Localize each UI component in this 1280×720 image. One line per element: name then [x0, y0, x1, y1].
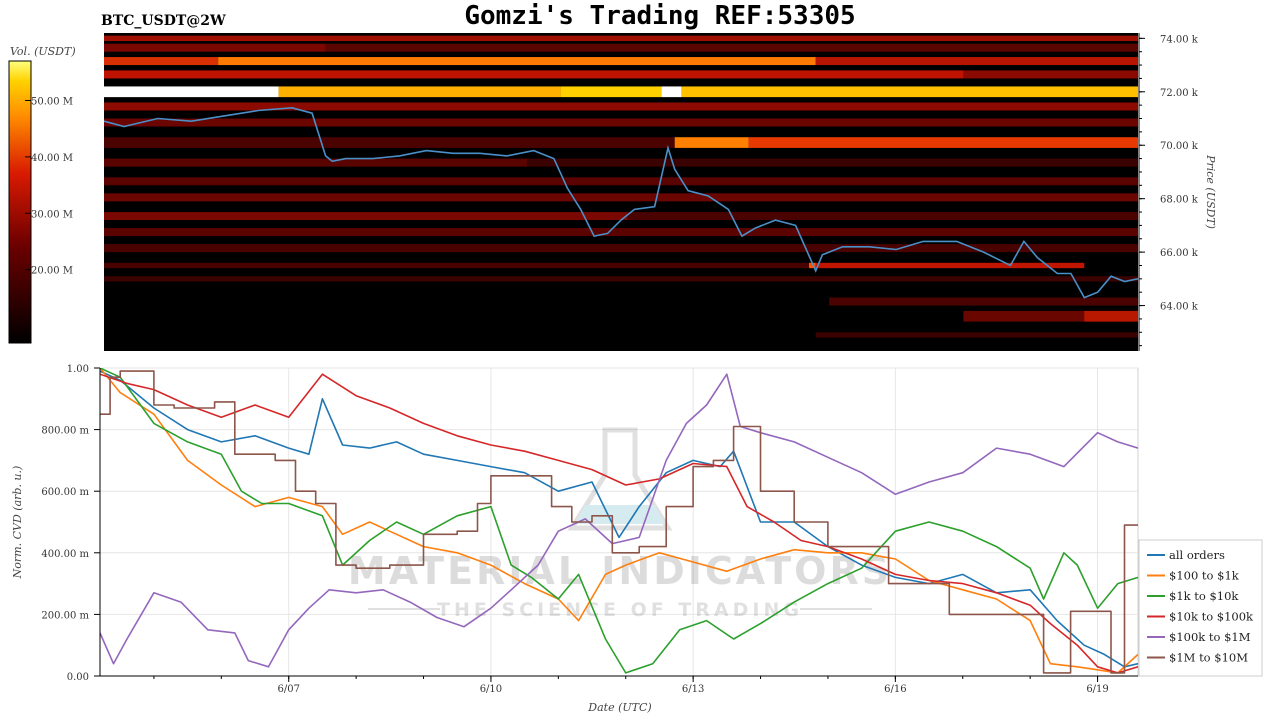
heatmap-band	[104, 70, 964, 79]
colorbar-tick-label: 50.00 M	[31, 96, 73, 107]
heatmap-band	[1084, 310, 1138, 322]
cvd-x-tick-label: 6/19	[1086, 684, 1108, 695]
series-line--100k-to-1m	[100, 373, 1138, 668]
cvd-y-tick-label: 0.00	[67, 672, 89, 683]
heatmap-band	[681, 86, 1138, 98]
colorbar-label: Vol. (USDT)	[10, 45, 76, 58]
heatmap-band	[815, 262, 1085, 269]
colorbar-ticks: 50.00 M 40.00 M 30.00 M 20.00 M	[25, 96, 73, 277]
cvd-x-tick-label: 6/10	[480, 684, 502, 695]
price-tick-label: 64.00 k	[1160, 302, 1199, 313]
cvd-y-tick-label: 1.00	[67, 364, 89, 375]
heatmap-band	[104, 177, 1138, 186]
colorbar-tick-label: 30.00 M	[31, 209, 73, 220]
heatmap-band	[104, 228, 1138, 237]
legend-entry: $100 to $1k	[1169, 569, 1240, 583]
cvd-y-tick-label: 200.00 m	[41, 610, 89, 621]
heatmap-band	[815, 332, 1138, 338]
price-tick-label: 66.00 k	[1160, 248, 1199, 259]
heatmap-band	[104, 244, 1138, 253]
cvd-x-ticks: 6/07 6/10 6/13 6/16 6/19	[153, 676, 1109, 695]
legend: all orders $100 to $1k $1k to $10k $10k to …	[1138, 539, 1263, 677]
cvd-x-tick-label: 6/13	[682, 684, 704, 695]
series-line--100-to-1k	[100, 368, 1138, 674]
cvd-series-group	[100, 368, 1138, 674]
order-book-heatmap	[104, 33, 1138, 351]
symbol-label: BTC_USDT@2W	[101, 13, 226, 29]
legend-entry: $10k to $100k	[1169, 610, 1254, 624]
heatmap-band	[527, 158, 1138, 167]
heatmap-band	[104, 276, 1138, 282]
cvd-y-tick-label: 800.00 m	[41, 426, 89, 437]
flask-liquid-icon	[575, 505, 665, 524]
cvd-y-tick-label: 600.00 m	[41, 487, 89, 498]
heatmap-band	[278, 86, 561, 98]
heatmap-band	[104, 158, 527, 167]
colorbar	[8, 60, 32, 344]
legend-entry: $100k to $1M	[1169, 630, 1251, 644]
heatmap-band	[104, 102, 1138, 111]
series-line--1m-to-10m	[100, 370, 1138, 674]
legend-entry: all orders	[1169, 548, 1225, 562]
cvd-x-tick-label: 6/16	[884, 684, 906, 695]
heatmap-band	[748, 137, 1138, 148]
colorbar-tick-label: 40.00 M	[31, 153, 73, 164]
price-axis-ticks: 74.00 k 72.00 k 70.00 k 68.00 k 66.00 k 64.00…	[1139, 34, 1199, 347]
cvd-y-tick-label: 400.00 m	[41, 549, 89, 560]
heatmap-band	[104, 212, 628, 221]
price-line-group	[104, 106, 1138, 299]
legend-entry: $1k to $10k	[1169, 589, 1239, 603]
heatmap-band	[104, 43, 326, 52]
heatmap-band	[674, 137, 749, 148]
series-line--1k-to-10k	[100, 368, 1138, 674]
cvd-x-axis-label: Date (UTC)	[587, 701, 651, 714]
cvd-x-tick-label: 6/07	[277, 684, 299, 695]
chart-title: Gomzi's Trading REF:53305	[464, 1, 855, 31]
heatmap-band	[104, 86, 279, 98]
price-tick-label: 68.00 k	[1160, 195, 1199, 206]
price-line	[104, 106, 1138, 299]
heatmap-band	[809, 262, 816, 269]
legend-entry: $1M to $10M	[1169, 651, 1248, 665]
heatmap-band	[829, 297, 1138, 306]
price-axis-label: Price (USDT)	[1204, 154, 1217, 229]
watermark-title: MATERIAL INDICATORS	[348, 549, 892, 593]
heatmap-band	[218, 57, 816, 66]
heatmap-band	[104, 35, 1138, 42]
heatmap-band	[963, 70, 1138, 79]
heatmap-band	[104, 118, 1138, 127]
heatmap-band	[560, 86, 662, 98]
heatmap-band	[104, 193, 1138, 202]
cvd-plot-area	[99, 367, 1139, 677]
price-tick-label: 72.00 k	[1160, 88, 1199, 99]
heatmap-band	[661, 86, 682, 98]
heatmap-band	[963, 310, 1138, 322]
watermark: MATERIAL INDICATORS THE SCIENCE OF TRADI…	[348, 427, 892, 621]
heatmap-band	[815, 57, 1138, 66]
colorbar-tick-label: 20.00 M	[31, 266, 73, 277]
heatmap-band	[104, 137, 675, 148]
heatmap-band	[325, 43, 1138, 52]
cvd-y-axis-label: Norm. CVD (arb. u.)	[11, 466, 24, 580]
series-line-all-orders	[100, 370, 1138, 668]
cvd-y-ticks: 0.00 200.00 m 400.00 m 600.00 m 800.00 m 1.00	[41, 364, 100, 683]
heatmap-band	[104, 262, 809, 269]
heatmap-band	[104, 57, 219, 66]
price-tick-label: 70.00 k	[1160, 141, 1199, 152]
legend-box	[1138, 539, 1263, 677]
price-tick-label: 74.00 k	[1160, 34, 1199, 45]
watermark-subtitle: THE SCIENCE OF TRADING	[437, 599, 803, 621]
heatmap-band	[627, 212, 1138, 221]
